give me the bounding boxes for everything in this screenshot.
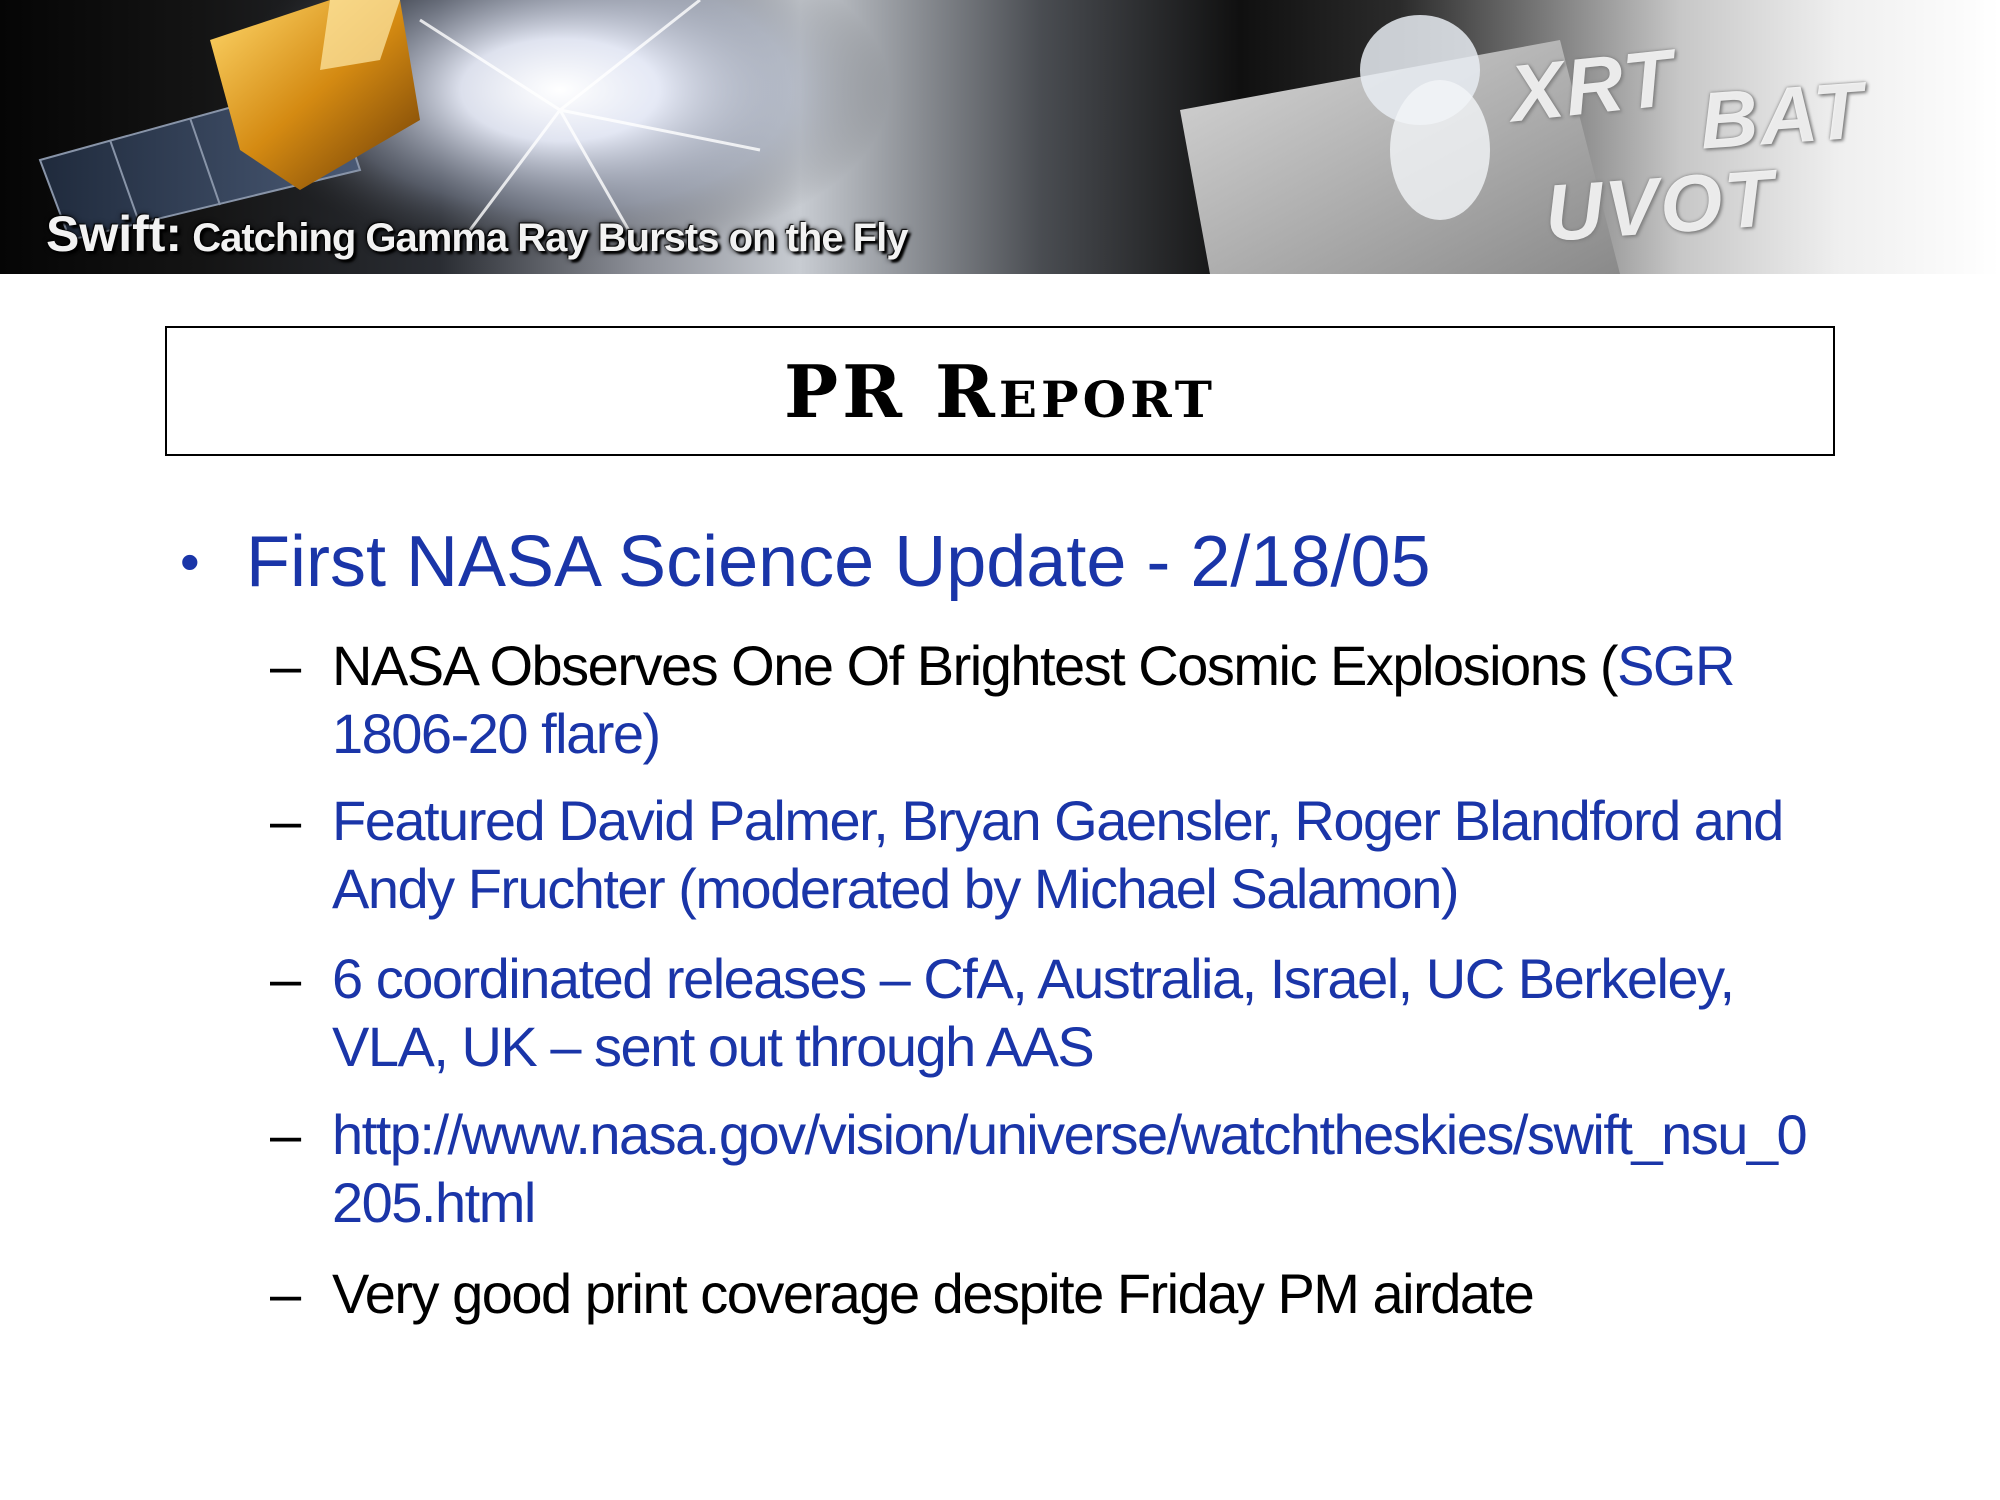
sub-item-text-black: NASA Observes One Of Brightest Cosmic Ex…: [332, 634, 1619, 697]
dash-icon: –: [270, 789, 301, 852]
sub-item-text-blue: SGR 1806-20 flare): [332, 634, 1735, 765]
sub-item-text: NASA Observes One Of Brightest Cosmic Ex…: [332, 632, 1832, 768]
banner-title-rest: Catching Gamma Ray Bursts on the Fly: [182, 216, 908, 260]
sub-item-text: Featured David Palmer, Bryan Gaensler, R…: [332, 789, 1784, 920]
slide-title: PR Report: [783, 348, 1217, 434]
bullet-text: First NASA Science Update - 2/18/05: [246, 522, 1431, 602]
dash-icon: –: [270, 1103, 301, 1166]
sub-item-text: Very good print coverage despite Friday …: [332, 1262, 1535, 1325]
dash-icon: –: [270, 1262, 301, 1325]
banner-title: Swift: Catching Gamma Ray Bursts on the …: [46, 205, 908, 265]
banner-title-lead: Swift:: [46, 206, 183, 262]
banner: XRT BAT UVOT Swift: Catching Gamma Ray B…: [0, 0, 2000, 274]
bullet-dot-icon: •: [180, 530, 200, 593]
sub-item-link[interactable]: http://www.nasa.gov/vision/universe/watc…: [332, 1103, 1808, 1234]
instrument-label-uvot: UVOT: [1542, 153, 1779, 258]
banner-artwork: [38, 0, 1620, 274]
slide-title-box: PR Report: [165, 326, 1835, 456]
instrument-label-xrt: XRT: [1505, 32, 1679, 139]
sub-item-text: 6 coordinated releases – CfA, Australia,…: [332, 947, 1735, 1078]
dash-icon: –: [270, 634, 301, 697]
instrument-label-bat: BAT: [1697, 65, 1868, 166]
dash-icon: –: [270, 947, 301, 1010]
